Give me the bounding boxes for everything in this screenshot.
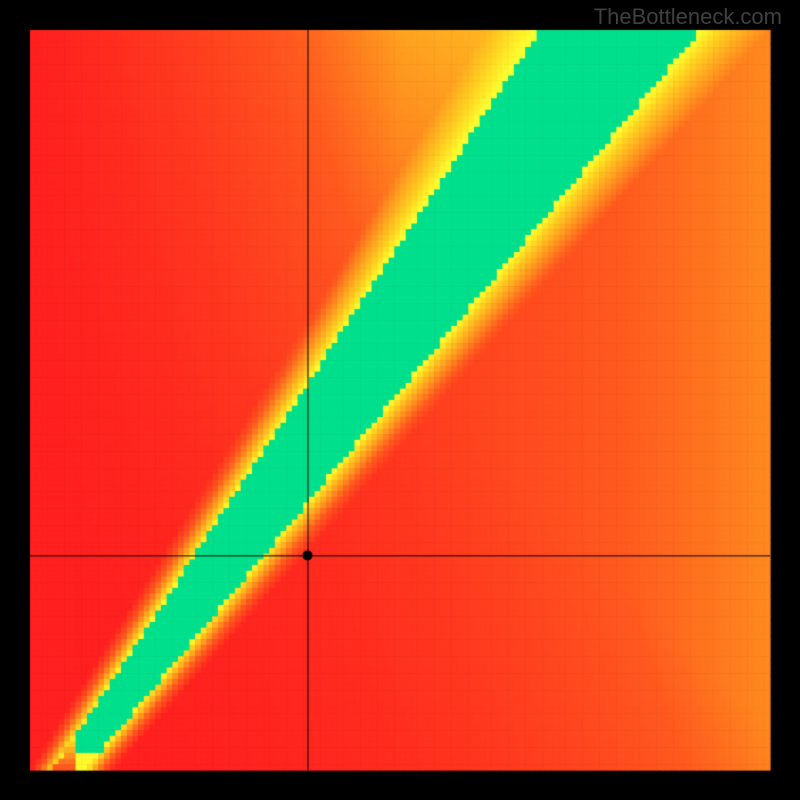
heatmap-canvas: [0, 0, 800, 800]
watermark-text: TheBottleneck.com: [594, 4, 782, 30]
chart-container: TheBottleneck.com: [0, 0, 800, 800]
